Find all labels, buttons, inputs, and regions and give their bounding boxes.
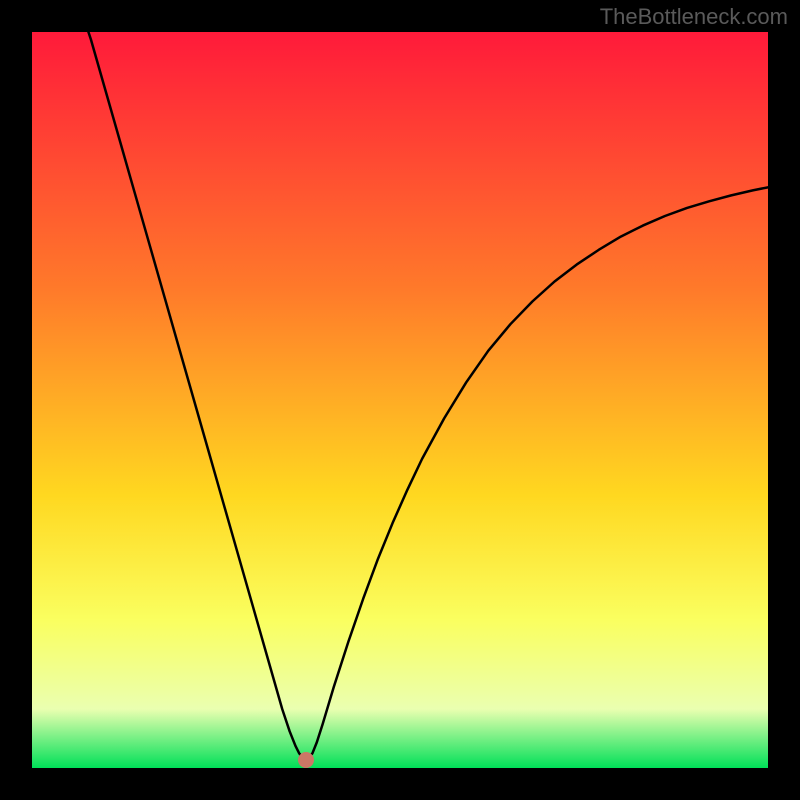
optimal-point-marker (298, 752, 314, 768)
watermark-text: TheBottleneck.com (600, 4, 788, 30)
plot-area (32, 32, 768, 768)
gradient-background (32, 32, 768, 768)
